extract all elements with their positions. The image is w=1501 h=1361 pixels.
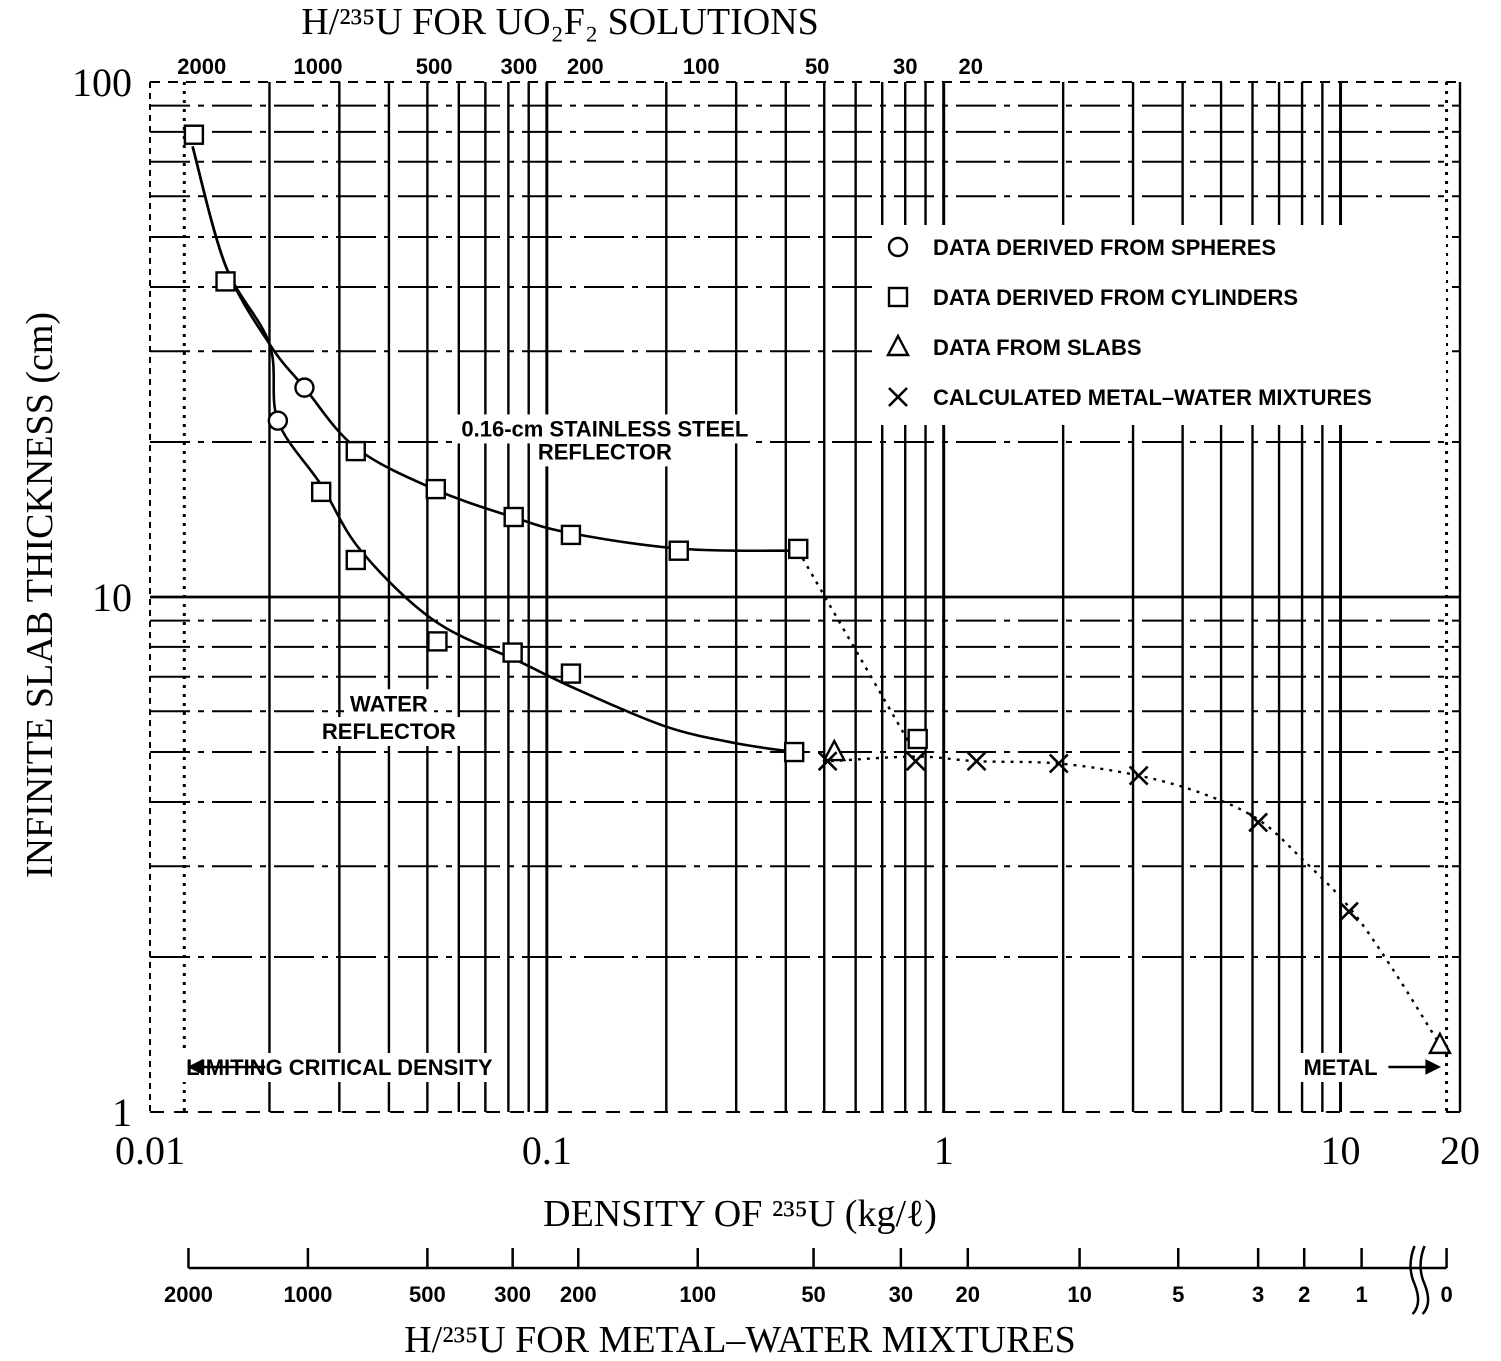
metal-water-tick-label: 300: [494, 1282, 531, 1307]
reflector-curve: [191, 145, 795, 553]
data-point-square: [560, 663, 582, 684]
data-point-x: [1128, 765, 1149, 786]
metal-water-tick-label: 200: [560, 1282, 597, 1307]
data-point-square: [215, 271, 236, 292]
metal-water-tick-label: 30: [889, 1282, 913, 1307]
legend-marker-square: [887, 286, 909, 308]
top-tick-label: 500: [416, 54, 453, 79]
legend-marker-x: [888, 387, 908, 407]
legend-marker-triangle: [886, 333, 910, 357]
fit-curves: [191, 145, 1441, 1046]
top-tick-label: 100: [683, 54, 720, 79]
data-point-circle: [267, 410, 289, 431]
metal-water-tick-label: 100: [679, 1282, 716, 1307]
annotation-text: WATER: [350, 691, 428, 716]
data-point-square: [502, 642, 523, 663]
top-tick-label: 2000: [177, 54, 226, 79]
dotted-curve: [797, 550, 911, 744]
x-tick-label: 0.01: [115, 1128, 185, 1173]
metal-water-tick-label: 1000: [283, 1282, 332, 1307]
x-axis-title: DENSITY OF ²³⁵U (kg/ℓ): [543, 1193, 937, 1235]
data-point-square: [668, 540, 689, 561]
annotation-background: [531, 437, 678, 467]
legend-marker-circle: [887, 236, 909, 258]
data-point-x: [1339, 901, 1359, 922]
metal-water-tick-label: 10: [1067, 1282, 1091, 1307]
annotation-text: REFLECTOR: [538, 439, 672, 464]
metal-water-tick-label: 2000: [164, 1282, 213, 1307]
annotation-text: METAL: [1303, 1055, 1377, 1080]
data-point-square: [345, 440, 366, 462]
metal-water-tick-label: 0: [1440, 1282, 1452, 1307]
top-tick-label: 200: [567, 54, 604, 79]
data-point-square: [345, 549, 366, 571]
top-tick-label: 20: [959, 54, 983, 79]
top-tick-label: 300: [500, 54, 537, 79]
y-tick-label: 100: [72, 60, 132, 105]
data-point-x: [905, 751, 926, 772]
data-points: [183, 124, 1452, 1055]
data-point-x: [966, 751, 987, 772]
x-tick-label: 20: [1440, 1128, 1480, 1173]
data-point-circle: [294, 377, 315, 398]
metal-water-tick-label: 3: [1252, 1282, 1264, 1307]
data-point-square: [503, 506, 524, 528]
legend-label: DATA DERIVED FROM CYLINDERS: [933, 285, 1298, 310]
metal-water-tick-label: 20: [956, 1282, 980, 1307]
data-point-triangle: [1427, 1031, 1452, 1055]
top-tick-label: 30: [893, 54, 917, 79]
metal-water-tick-label: 500: [409, 1282, 446, 1307]
y-tick-label: 10: [92, 575, 132, 620]
data-point-square: [427, 631, 448, 652]
x-tick-label: 10: [1321, 1128, 1361, 1173]
top-tick-label: 1000: [293, 54, 342, 79]
axis-break-mark: [1419, 1245, 1430, 1315]
data-point-square: [907, 728, 928, 750]
data-point-square: [783, 741, 805, 763]
data-point-square: [560, 524, 582, 546]
metal-water-tick-label: 2: [1298, 1282, 1310, 1307]
data-point-x: [1048, 753, 1069, 774]
data-point-square: [183, 124, 205, 145]
annotation-text: 0.16-cm STAINLESS STEEL: [461, 416, 748, 441]
metal-water-tick-label: 5: [1172, 1282, 1184, 1307]
annotations: 0.16-cm STAINLESS STEELREFLECTORWATERREF…: [180, 414, 1442, 1082]
chart-title: H/²³⁵U FOR UO₂F₂ SOLUTIONS: [301, 1, 819, 43]
axis-break-mark: [1409, 1245, 1420, 1315]
data-point-square: [310, 481, 332, 503]
metal-water-tick-label: 1: [1355, 1282, 1367, 1307]
annotation-text: REFLECTOR: [322, 719, 456, 744]
x-tick-label: 1: [934, 1128, 954, 1173]
legend: DATA DERIVED FROM SPHERES DATA DERIVED FR…: [878, 225, 1446, 425]
legend-label: CALCULATED METAL–WATER MIXTURES: [933, 385, 1372, 410]
y-tick-label: 1: [112, 1090, 132, 1135]
bottom-axis-title: H/²³⁵U FOR METAL–WATER MIXTURES: [404, 1319, 1076, 1361]
legend-box: [878, 225, 1446, 425]
y-axis-title: INFINITE SLAB THICKNESS (cm): [19, 312, 61, 878]
annotation-background: [344, 689, 434, 719]
annotation-background: [1297, 1052, 1384, 1082]
data-point-x: [817, 751, 838, 772]
dotted-curve: [830, 755, 1441, 1046]
data-point-triangle: [822, 738, 847, 762]
legend-label: DATA FROM SLABS: [933, 335, 1142, 360]
metal-water-tick-label: 50: [801, 1282, 825, 1307]
data-point-square: [788, 538, 809, 560]
metal-arrow-head: [1425, 1059, 1442, 1075]
top-tick-label: 50: [805, 54, 829, 79]
legend-label: DATA DERIVED FROM SPHERES: [933, 235, 1276, 260]
reflector-curve: [191, 145, 795, 754]
data-point-square: [425, 478, 446, 500]
x-tick-label: 0.1: [522, 1128, 572, 1173]
limit-arrow-head: [187, 1059, 203, 1075]
annotation-background: [315, 716, 463, 746]
data-point-x: [1248, 812, 1269, 833]
